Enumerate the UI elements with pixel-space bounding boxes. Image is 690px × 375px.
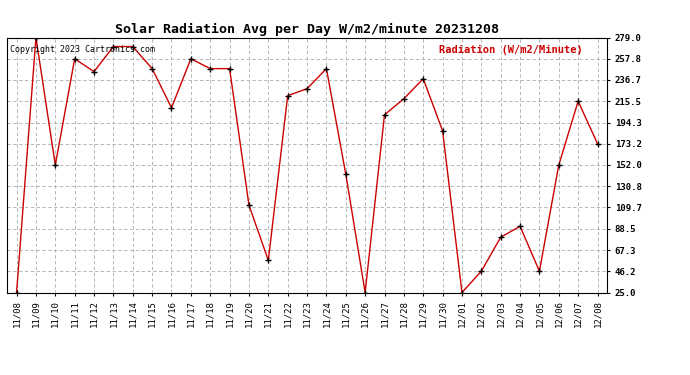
Text: Copyright 2023 Cartronics.com: Copyright 2023 Cartronics.com xyxy=(10,45,155,54)
Title: Solar Radiation Avg per Day W/m2/minute 20231208: Solar Radiation Avg per Day W/m2/minute … xyxy=(115,23,499,36)
Text: Radiation (W/m2/Minute): Radiation (W/m2/Minute) xyxy=(439,45,583,55)
